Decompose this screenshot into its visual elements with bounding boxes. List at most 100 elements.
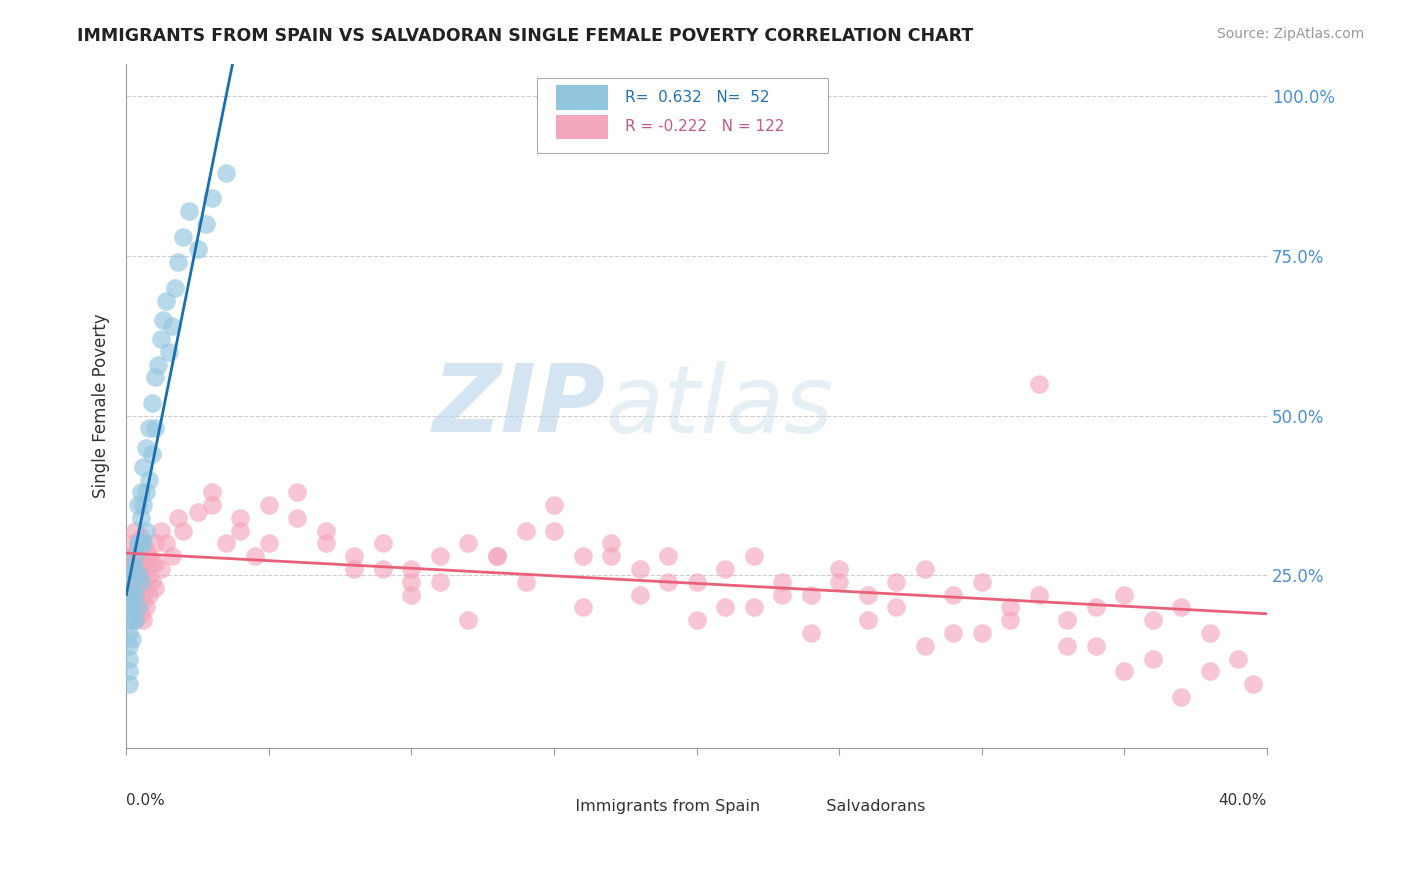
Point <box>800 626 823 640</box>
Point <box>201 191 224 205</box>
Point <box>121 632 143 647</box>
Point <box>118 568 141 582</box>
Point <box>515 574 537 589</box>
Text: Source: ZipAtlas.com: Source: ZipAtlas.com <box>1216 27 1364 41</box>
Point <box>143 370 166 384</box>
Point <box>155 293 177 308</box>
Point <box>1028 376 1050 391</box>
Bar <box>804 772 830 797</box>
Point <box>132 594 155 608</box>
Point <box>146 358 169 372</box>
Point <box>571 549 593 564</box>
Text: Salvadorans: Salvadorans <box>811 799 925 814</box>
Point <box>1114 588 1136 602</box>
Point <box>149 562 172 576</box>
Point <box>124 524 146 538</box>
Text: IMMIGRANTS FROM SPAIN VS SALVADORAN SINGLE FEMALE POVERTY CORRELATION CHART: IMMIGRANTS FROM SPAIN VS SALVADORAN SING… <box>77 27 973 45</box>
Point <box>127 600 149 615</box>
Point <box>457 613 479 627</box>
Bar <box>551 772 576 797</box>
Point <box>135 562 157 576</box>
Point <box>628 562 651 576</box>
Point <box>118 613 141 627</box>
Point <box>127 574 149 589</box>
Point <box>121 588 143 602</box>
Text: R = -0.222   N = 122: R = -0.222 N = 122 <box>624 120 785 135</box>
Point <box>127 568 149 582</box>
Point <box>138 421 160 435</box>
Point <box>124 549 146 564</box>
Point <box>1084 600 1107 615</box>
Point <box>121 562 143 576</box>
Point <box>143 421 166 435</box>
Point <box>127 556 149 570</box>
Point <box>132 574 155 589</box>
Point <box>124 588 146 602</box>
Point <box>141 556 163 570</box>
Point <box>124 562 146 576</box>
Point <box>124 549 146 564</box>
Point <box>1142 651 1164 665</box>
Bar <box>557 86 607 110</box>
Text: 0.0%: 0.0% <box>127 792 165 807</box>
Point <box>132 613 155 627</box>
Point <box>215 536 238 550</box>
Point <box>118 626 141 640</box>
Point <box>429 574 451 589</box>
Point <box>401 574 423 589</box>
Point <box>742 549 765 564</box>
Point <box>157 344 180 359</box>
Point <box>172 524 194 538</box>
Point <box>1056 613 1078 627</box>
Point <box>132 498 155 512</box>
Point <box>1142 613 1164 627</box>
Point <box>343 549 366 564</box>
Point <box>257 498 280 512</box>
Point <box>856 613 879 627</box>
Point <box>714 600 737 615</box>
Text: ZIP: ZIP <box>433 360 606 452</box>
Text: 40.0%: 40.0% <box>1219 792 1267 807</box>
Bar <box>557 115 607 139</box>
Point <box>457 536 479 550</box>
Point <box>118 639 141 653</box>
Point <box>856 588 879 602</box>
Point <box>770 588 793 602</box>
Point <box>118 677 141 691</box>
Point <box>1227 651 1250 665</box>
Point <box>714 562 737 576</box>
Point <box>143 581 166 595</box>
Point <box>138 588 160 602</box>
Point <box>132 536 155 550</box>
Point <box>315 524 337 538</box>
Point <box>884 574 907 589</box>
Text: atlas: atlas <box>606 360 834 451</box>
Point <box>1056 639 1078 653</box>
FancyBboxPatch shape <box>537 78 828 153</box>
Point <box>187 504 209 518</box>
Point <box>201 485 224 500</box>
Point <box>124 588 146 602</box>
Point <box>141 574 163 589</box>
Point <box>129 530 152 544</box>
Point <box>135 524 157 538</box>
Point <box>141 396 163 410</box>
Point <box>141 447 163 461</box>
Point <box>127 536 149 550</box>
Point <box>914 639 936 653</box>
Point <box>543 524 565 538</box>
Point <box>371 536 394 550</box>
Point <box>1114 665 1136 679</box>
Point <box>177 204 200 219</box>
Point <box>657 574 679 589</box>
Point <box>166 255 188 269</box>
Point <box>143 536 166 550</box>
Point <box>121 549 143 564</box>
Point <box>1199 626 1222 640</box>
Point <box>163 281 186 295</box>
Point <box>429 549 451 564</box>
Point <box>970 574 993 589</box>
Point <box>121 536 143 550</box>
Point <box>485 549 508 564</box>
Y-axis label: Single Female Poverty: Single Female Poverty <box>93 314 110 499</box>
